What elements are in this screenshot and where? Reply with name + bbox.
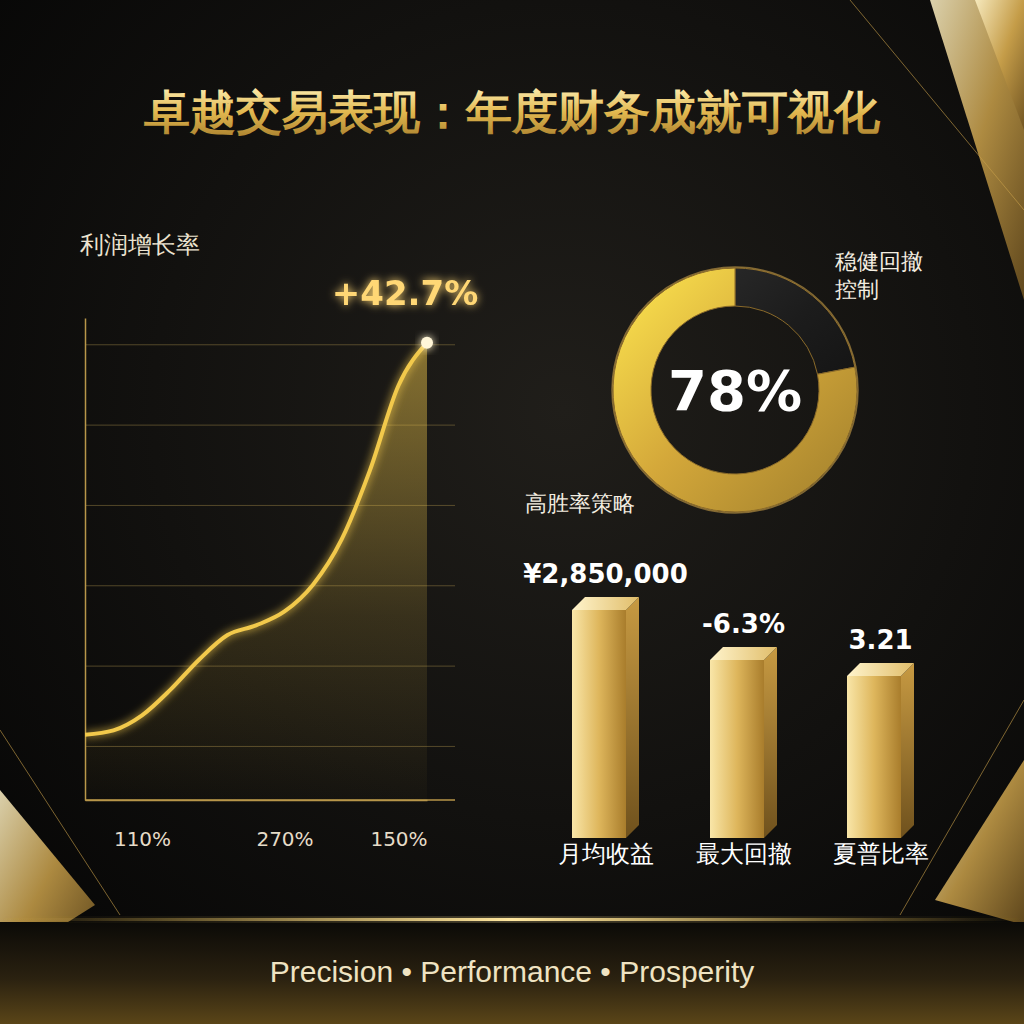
corner-facet — [935, 760, 1024, 925]
area — [85, 343, 427, 800]
x-tick: 270% — [256, 800, 313, 851]
footer: Precision • Performance • Prosperity — [270, 955, 755, 988]
corner-facet — [930, 0, 1024, 300]
pedestal-top — [847, 663, 914, 676]
metric-value: -6.3% — [702, 609, 785, 639]
metric-value: 3.21 — [848, 625, 912, 655]
decoration — [0, 0, 1024, 965]
x-tick-label: 110% — [114, 827, 171, 851]
metric: ¥2,850,000 月均收益 — [523, 559, 687, 868]
footer-line — [0, 918, 1024, 921]
pedestal-side — [626, 597, 639, 838]
metric: -6.3% 最大回撤 — [696, 609, 792, 868]
line — [85, 343, 427, 735]
metric-label: 夏普比率 — [833, 840, 929, 868]
center-label: 78% — [668, 358, 802, 423]
pedestal — [710, 660, 764, 838]
grid-line — [85, 344, 455, 345]
pedestal-top — [710, 647, 777, 660]
pedestal — [572, 610, 626, 838]
slice-label: 稳健回撤控制 — [835, 249, 923, 302]
x-tick: 150% — [370, 800, 427, 851]
background — [0, 0, 1024, 1024]
end-point — [421, 337, 433, 349]
pedestal — [847, 676, 901, 838]
canvas: 卓越交易表现：年度财务成就可视化利润增长率 110% 270% 150% +42.7% 稳… — [0, 0, 1024, 1024]
plot-area — [85, 337, 433, 800]
axis-line — [85, 319, 87, 801]
pedestal-side — [764, 647, 777, 838]
metric-label: 月均收益 — [558, 840, 654, 868]
x-axis: 110% 270% 150% — [86, 800, 428, 851]
x-tick: 110% — [114, 800, 171, 851]
pedestal-top — [572, 597, 639, 610]
metric: 3.21 夏普比率 — [833, 625, 929, 868]
metric-label: 最大回撤 — [696, 840, 792, 868]
metric-value: ¥2,850,000 — [523, 559, 687, 589]
footer-band — [0, 922, 1024, 1024]
slice-label: 高胜率策略 — [525, 491, 635, 516]
title: 卓越交易表现：年度财务成就可视化 — [143, 85, 881, 139]
corner-line — [900, 700, 1024, 915]
donut — [612, 267, 858, 513]
x-tick-label: 150% — [370, 827, 427, 851]
metrics: ¥2,850,000 月均收益 -6.3% 最大回撤 3.21 夏普比率 — [523, 559, 928, 868]
y-axis — [85, 319, 87, 801]
pedestal-side — [901, 663, 914, 838]
x-tick-label: 270% — [256, 827, 313, 851]
line-chart: 110% 270% 150% — [85, 319, 455, 852]
corner-facet — [975, 0, 1024, 130]
slice — [613, 268, 857, 512]
donut-rim — [612, 267, 858, 513]
annotation: +42.7% — [332, 273, 478, 313]
chart-title: 利润增长率 — [80, 231, 200, 259]
